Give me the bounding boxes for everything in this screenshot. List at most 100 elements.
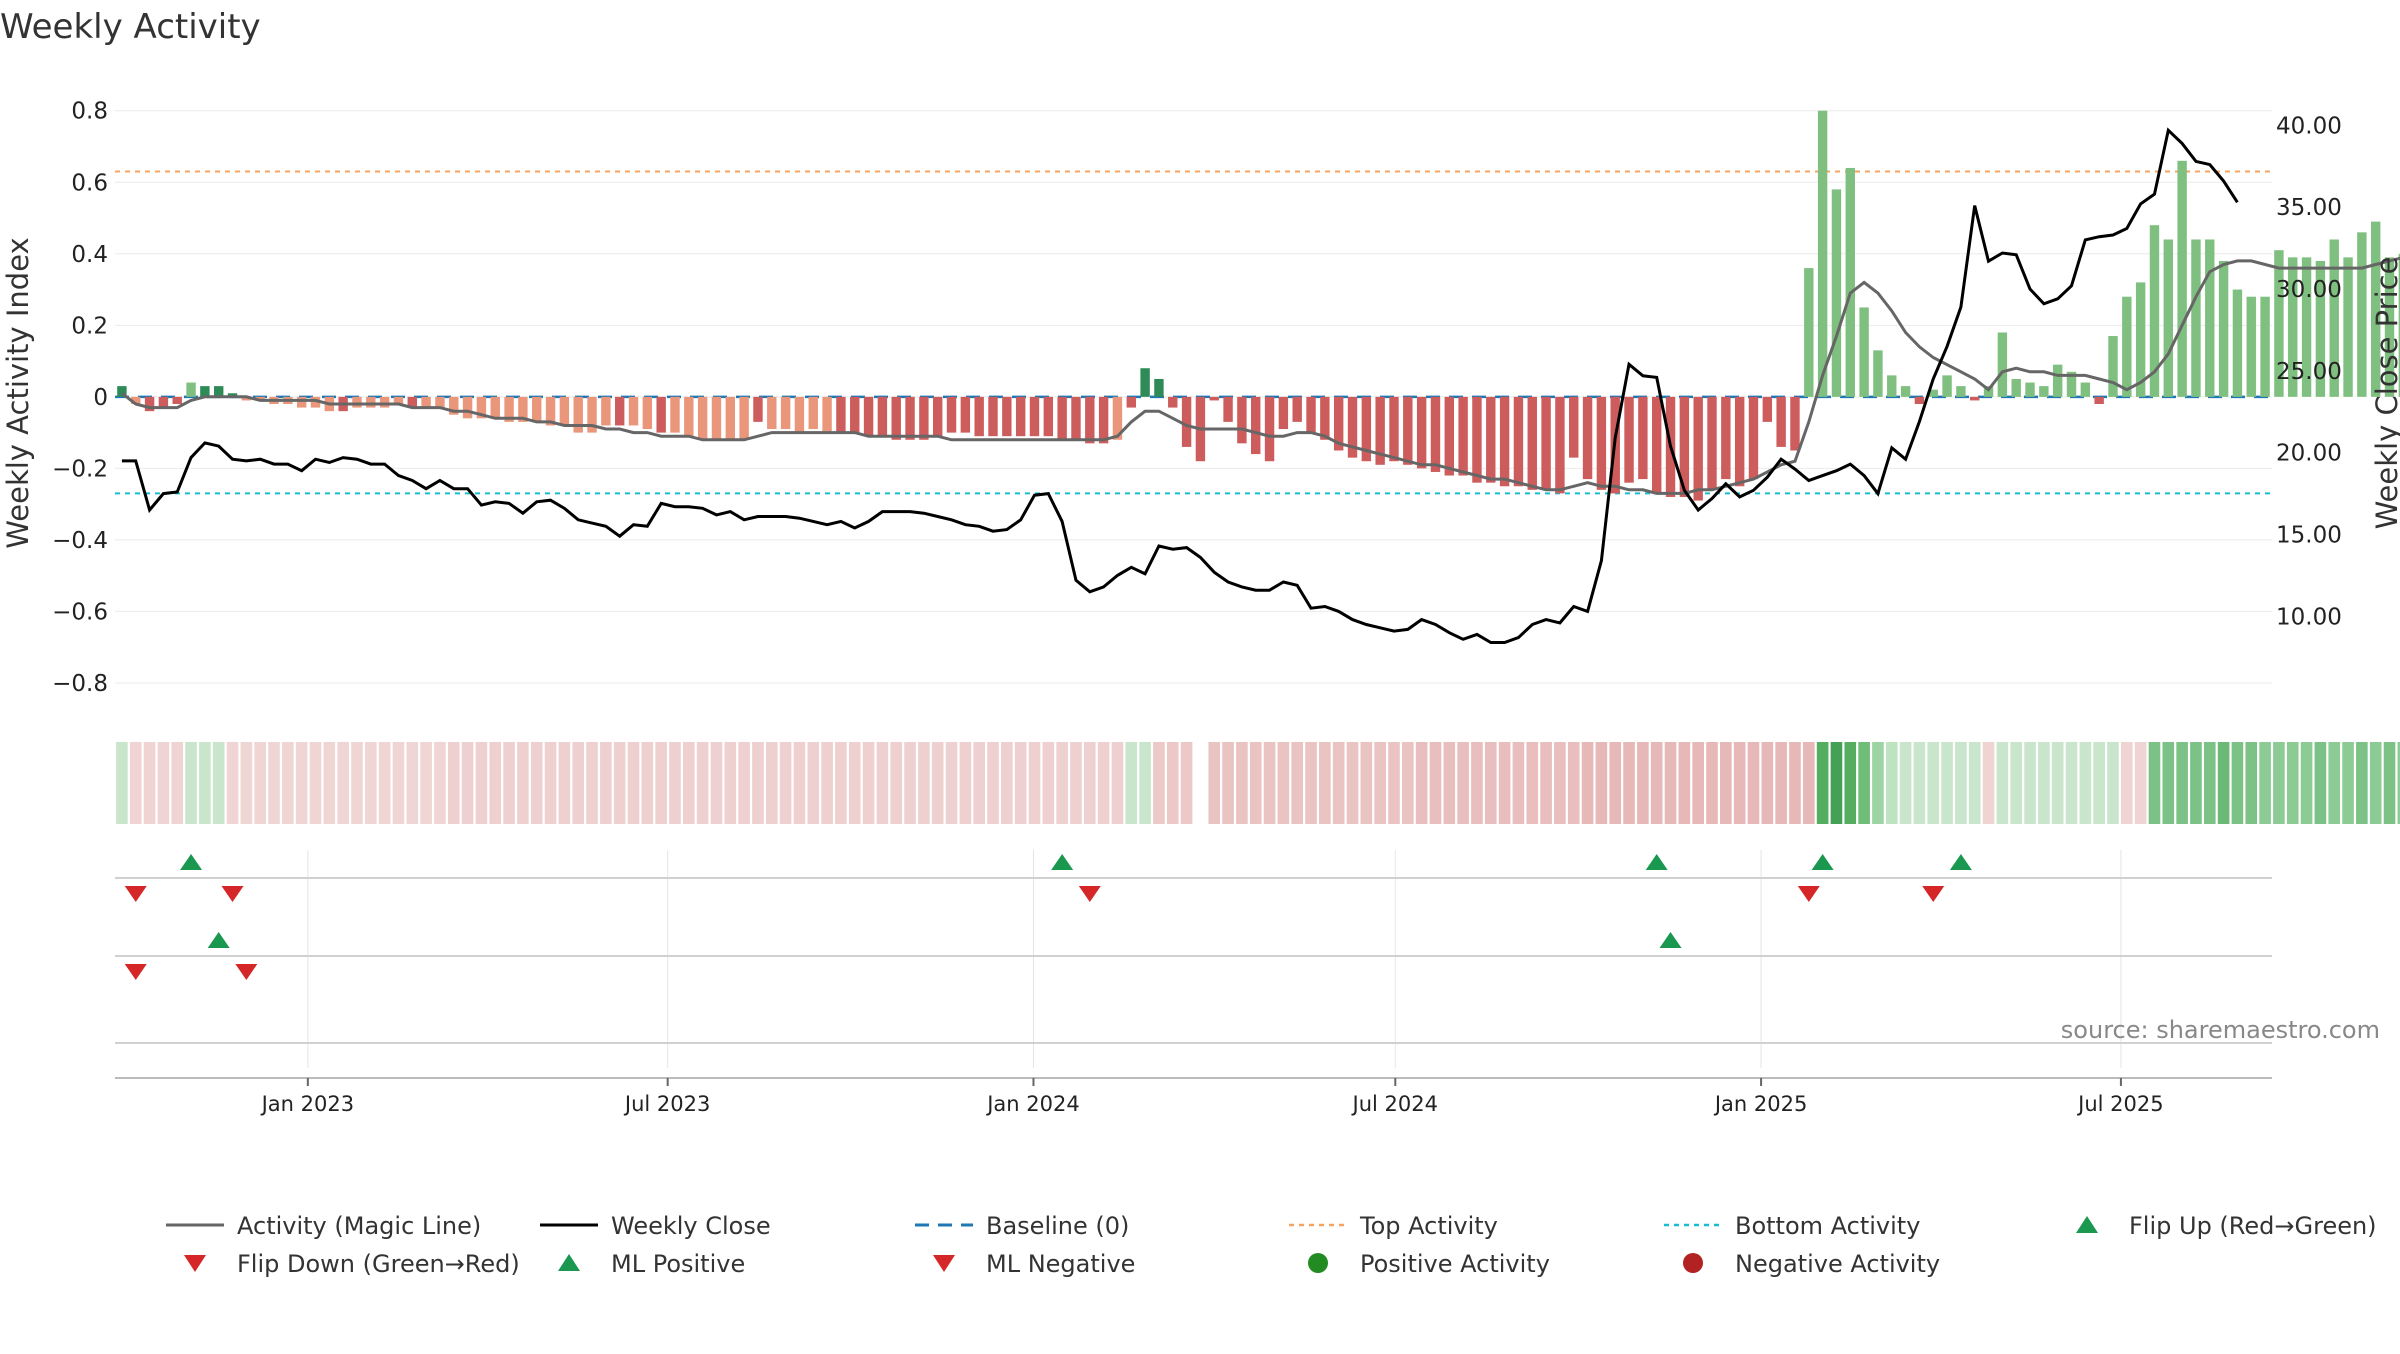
activity-bar (2191, 239, 2201, 397)
strip-cell (364, 742, 377, 824)
activity-bar (227, 393, 238, 397)
strip-cell (918, 742, 930, 824)
activity-bar (255, 396, 265, 401)
strip-cell (2038, 742, 2050, 824)
strip-cell (1872, 742, 1884, 824)
strip-cell (1097, 742, 1110, 824)
strip-cell (1595, 742, 1608, 824)
strip-cell (890, 742, 903, 824)
strip-cell (973, 742, 985, 824)
activity-bar (186, 382, 196, 397)
strip-cell (1056, 742, 1068, 824)
strip-cell (2148, 742, 2161, 824)
strip-cell (1540, 742, 1552, 824)
activity-bar (933, 396, 943, 437)
activity-bar (794, 396, 805, 433)
activity-bar (1306, 396, 1316, 433)
activity-bar (905, 396, 915, 440)
date-axis: Jan 2023 Jul 2023 Jan 2024 Jul 2024 Jan 2025… (115, 1077, 2272, 1116)
activity-bar (131, 396, 141, 404)
strip-cell (1526, 742, 1539, 824)
strip-cell (1236, 742, 1248, 824)
flip-up-marker (180, 854, 203, 870)
strip-cell (1567, 742, 1580, 824)
activity-bar (1527, 396, 1537, 490)
activity-bar (158, 396, 169, 408)
activity-bar (532, 396, 542, 422)
activity-bar (1734, 396, 1745, 487)
strip-cell (1720, 742, 1732, 824)
strip-cell (558, 742, 571, 824)
y-tick-right: 20.00 (2276, 441, 2342, 467)
date-tick-label: Jan 2023 (260, 1092, 355, 1116)
flip-down-marker (1922, 886, 1945, 902)
strip-cell (392, 742, 405, 824)
strip-cell (2273, 742, 2285, 824)
chart-title: Weekly Activity (0, 7, 261, 47)
activity-bar (1831, 189, 1842, 397)
activity-bar (1707, 396, 1717, 490)
legend-swatch-down-triangle (933, 1255, 955, 1272)
activity-bar (1748, 396, 1759, 480)
activity-bar (1375, 396, 1385, 465)
activity-bar (1112, 396, 1123, 440)
activity-bar (863, 396, 874, 437)
activity-bar (1389, 396, 1399, 462)
strip-cell (2286, 742, 2299, 824)
strip-cell (1402, 742, 1414, 824)
strip-cell (1001, 742, 1013, 824)
activity-bar (1817, 110, 1828, 397)
ml-positive-marker (207, 932, 230, 948)
strip-cell (544, 742, 557, 824)
activity-bar (946, 396, 957, 433)
strip-cell (848, 742, 861, 824)
activity-bar (296, 396, 307, 408)
strip-cell (1443, 742, 1456, 824)
strip-cell (738, 742, 750, 824)
activity-bar (393, 396, 404, 404)
y-tick-left: −0.6 (52, 599, 108, 625)
activity-bar (2149, 225, 2160, 397)
strip-cell (600, 742, 612, 824)
strip-cell (1249, 742, 1262, 824)
strip-cell (1042, 742, 1055, 824)
activity-bar (1970, 396, 1980, 401)
activity-bar (1209, 396, 1219, 401)
strip-cell (351, 742, 363, 824)
strip-cell (2107, 742, 2119, 824)
strip-cell (904, 742, 916, 824)
strip-cell (1070, 742, 1082, 824)
strip-cell (1263, 742, 1276, 824)
activity-bar (1541, 396, 1551, 490)
strip-cell (1125, 742, 1138, 824)
y-tick-left: 0 (93, 385, 108, 411)
activity-bar (2163, 239, 2173, 397)
strip-cell (1111, 742, 1124, 824)
activity-bar (379, 396, 390, 408)
strip-cell (1180, 742, 1193, 824)
strip-cell (129, 742, 142, 824)
activity-bar (1721, 396, 1731, 480)
strip-cell (1332, 742, 1345, 824)
strip-cell (171, 742, 184, 824)
flip-down-marker (1078, 886, 1101, 902)
activity-bar (1430, 396, 1441, 472)
strip-cell (157, 742, 170, 824)
activity-bar (1513, 396, 1524, 487)
strip-cell (295, 742, 308, 824)
strip-cell (1014, 742, 1027, 824)
legend-swatch-negative-dot (1683, 1253, 1703, 1273)
strip-cell (1775, 742, 1787, 824)
activity-bar (614, 396, 625, 426)
strip-cell (2245, 742, 2258, 824)
activity-bar (1043, 396, 1054, 437)
activity-bar (1693, 396, 1703, 501)
activity-bar (2177, 160, 2187, 397)
strip-cell (1941, 742, 1953, 824)
strip-cell (2217, 742, 2230, 824)
strip-cell (503, 742, 515, 824)
strip-cell (2024, 742, 2036, 824)
strip-cell (1692, 742, 1704, 824)
strip-cell (1650, 742, 1663, 824)
